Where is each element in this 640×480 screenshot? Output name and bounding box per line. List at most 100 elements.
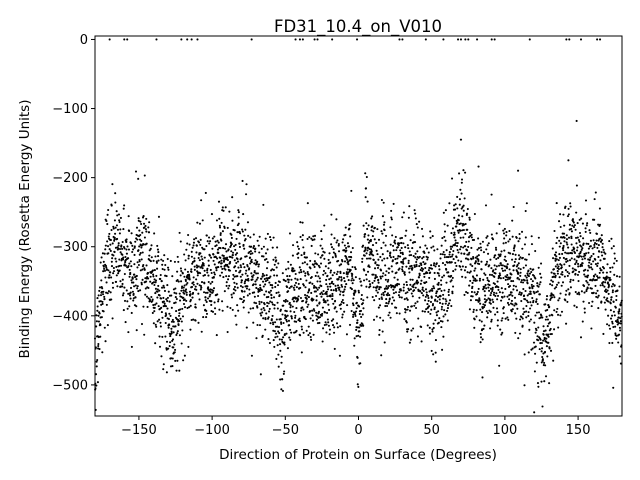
data-point — [452, 285, 455, 288]
data-point — [322, 269, 326, 273]
data-point — [477, 258, 480, 261]
data-point — [107, 290, 110, 293]
data-point — [225, 275, 228, 278]
data-point — [359, 280, 362, 283]
data-point — [183, 284, 186, 287]
data-point — [221, 309, 224, 312]
data-point — [558, 297, 561, 300]
data-point — [525, 305, 528, 308]
data-point — [351, 265, 354, 269]
data-point — [118, 264, 121, 267]
data-point — [407, 328, 410, 331]
data-point — [498, 291, 501, 294]
data-point — [370, 248, 373, 251]
data-point — [451, 290, 454, 293]
data-point — [307, 291, 310, 294]
data-point — [432, 326, 435, 329]
data-point-zero — [456, 38, 460, 41]
data-point — [533, 411, 536, 414]
data-point — [410, 264, 413, 268]
data-point — [114, 246, 117, 249]
data-point — [314, 252, 317, 255]
data-point — [108, 232, 111, 235]
data-point — [181, 272, 184, 275]
data-point — [562, 213, 565, 216]
data-point — [140, 283, 143, 286]
data-point — [369, 238, 372, 241]
data-point — [587, 247, 590, 250]
data-point — [526, 272, 529, 275]
data-point — [313, 284, 316, 288]
data-point — [447, 256, 450, 259]
data-point — [212, 287, 216, 290]
data-point — [162, 368, 165, 371]
data-point — [187, 234, 190, 237]
data-point — [307, 334, 310, 337]
data-point — [477, 254, 480, 257]
data-point — [283, 341, 286, 344]
data-point — [133, 253, 136, 256]
data-point — [267, 338, 270, 341]
data-point — [578, 240, 581, 243]
data-point — [580, 264, 584, 267]
data-point — [242, 213, 245, 216]
data-point — [421, 288, 424, 291]
data-point — [352, 279, 355, 282]
data-point — [455, 225, 458, 228]
data-point — [380, 354, 383, 357]
data-point — [203, 282, 206, 285]
data-point-zero — [579, 38, 583, 41]
data-point — [343, 288, 346, 291]
data-point — [437, 264, 441, 268]
data-point — [460, 252, 463, 255]
data-point — [237, 209, 240, 212]
data-point — [453, 231, 456, 234]
data-point — [277, 326, 281, 329]
data-point — [537, 285, 540, 288]
data-point — [414, 286, 417, 289]
data-point — [297, 247, 300, 250]
data-point — [366, 296, 369, 299]
data-point — [395, 249, 398, 252]
data-point — [207, 259, 210, 262]
data-point — [283, 343, 286, 346]
data-point-zero — [313, 38, 316, 41]
data-point — [502, 306, 505, 309]
data-point — [564, 205, 567, 208]
data-point — [158, 335, 161, 338]
data-point — [253, 301, 256, 304]
data-point — [170, 294, 173, 297]
data-point — [131, 277, 134, 280]
data-point — [306, 263, 309, 266]
data-point — [317, 275, 320, 278]
data-point — [381, 297, 384, 301]
data-point — [408, 271, 411, 274]
data-point — [397, 294, 400, 297]
data-point — [547, 341, 550, 344]
data-point — [192, 318, 195, 321]
data-point — [366, 227, 369, 231]
data-point — [488, 284, 491, 287]
data-point — [608, 240, 611, 243]
data-point — [354, 313, 357, 316]
data-point — [302, 331, 305, 334]
data-point — [583, 291, 586, 294]
data-point — [379, 275, 382, 278]
data-point — [279, 308, 282, 311]
data-point — [553, 287, 556, 290]
data-point — [299, 235, 302, 239]
data-point — [442, 211, 445, 214]
data-point — [495, 248, 498, 251]
data-point — [611, 291, 614, 294]
data-point-zero — [294, 38, 297, 41]
data-point — [480, 268, 483, 271]
data-point — [477, 237, 480, 240]
data-point — [112, 272, 115, 275]
data-point — [555, 242, 558, 245]
data-point — [457, 231, 460, 234]
data-point — [448, 302, 451, 305]
data-point — [489, 302, 492, 305]
data-point — [394, 258, 397, 261]
data-point — [476, 299, 479, 302]
data-point — [209, 293, 212, 296]
